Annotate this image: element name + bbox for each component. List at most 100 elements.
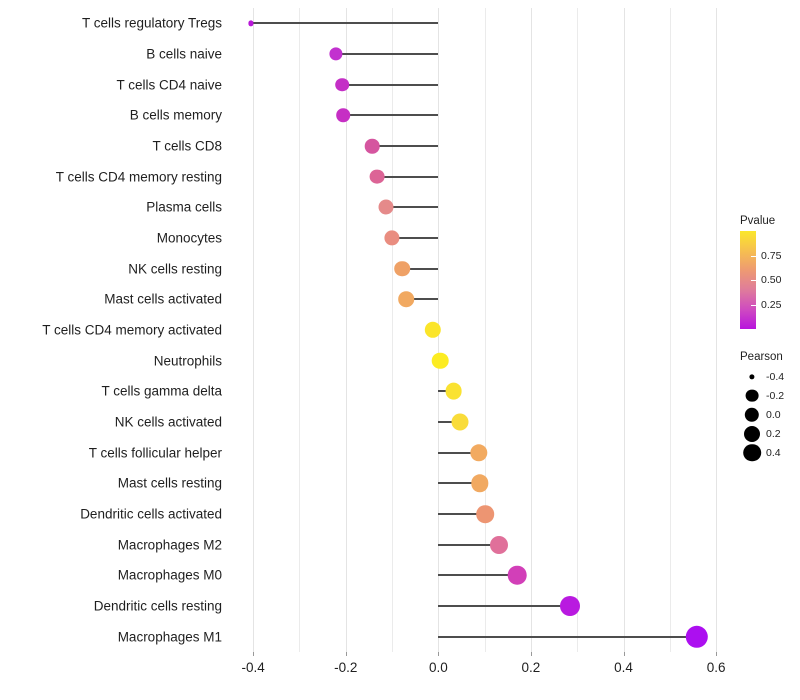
lollipop-dot[interactable] <box>560 596 581 616</box>
legend-area: Pvalue 0.75 0.50 0.25 Pearson -0.4 -0.2 0.0 0… <box>740 215 800 465</box>
lollipop-stem <box>372 145 439 147</box>
y-axis-tick-label: B cells memory <box>129 107 222 123</box>
y-axis-tick-label: Dendritic cells activated <box>80 506 222 522</box>
y-axis-tick-label: Mast cells resting <box>117 475 222 491</box>
lollipop-dot[interactable] <box>369 169 385 185</box>
lollipop-dot[interactable] <box>394 260 411 277</box>
gridline-minor <box>669 8 671 652</box>
y-axis-tick-label: T cells regulatory Tregs <box>81 15 222 31</box>
y-axis-tick-label: T cells CD4 memory resting <box>55 169 222 185</box>
pearson-legend-title: Pearson <box>740 351 783 363</box>
y-axis-tick-label: Plasma cells <box>146 199 222 215</box>
lollipop-stem <box>438 543 499 546</box>
colorbar-tick-mark <box>751 255 756 257</box>
lollipop-stem <box>250 22 439 25</box>
y-axis-tick-label: Mast cells activated <box>104 291 222 307</box>
y-axis-tick-label: T cells gamma delta <box>101 383 222 399</box>
gridline-minor <box>299 8 301 652</box>
x-axis-tick-label: 0.0 <box>428 660 448 675</box>
y-axis-tick-label: T cells CD4 naive <box>116 77 222 93</box>
lollipop-dot[interactable] <box>364 138 380 154</box>
lollipop-dot[interactable] <box>470 474 489 493</box>
pearson-legend-dot <box>743 443 761 462</box>
y-axis-tick-label: Monocytes <box>156 230 222 246</box>
pearson-legend-row: 0.4 <box>740 443 800 462</box>
lollipop-stem <box>402 267 439 270</box>
lollipop-dot[interactable] <box>398 291 414 308</box>
lollipop-stem <box>438 605 571 607</box>
pearson-legend-label: 0.4 <box>766 446 781 459</box>
colorbar-tick-label: 0.25 <box>761 298 782 311</box>
lollipop-stem <box>438 574 518 577</box>
pearson-legend-label: -0.2 <box>766 389 785 402</box>
lollipop-dot[interactable] <box>685 625 708 648</box>
pvalue-colorbar: 0.75 0.50 0.25 <box>740 231 796 329</box>
gridline-minor <box>392 8 394 652</box>
lollipop-stem <box>377 175 439 178</box>
y-axis-tick-label: T cells CD8 <box>152 138 222 154</box>
x-axis-tick-mark <box>253 652 255 656</box>
y-axis-tick-label: Macrophages M0 <box>117 567 222 583</box>
lollipop-dot[interactable] <box>431 352 449 369</box>
colorbar-tick-label: 0.75 <box>761 249 782 262</box>
x-axis-tick-label: 0.2 <box>521 660 541 675</box>
pearson-size-legend: Pearson -0.4 -0.2 0.0 0.2 0.4 <box>740 351 800 462</box>
y-axis-tick-label: T cells CD4 memory activated <box>42 322 222 338</box>
lollipop-stem <box>438 421 460 423</box>
y-axis-tick-label: Neutrophils <box>153 353 222 369</box>
x-axis-tick-mark <box>623 652 625 656</box>
gridline-minor <box>577 8 579 652</box>
lollipop-dot[interactable] <box>476 505 494 523</box>
x-axis-tick-label: 0.4 <box>614 660 633 675</box>
lollipop-stem <box>386 206 439 209</box>
y-axis-tick-label: Macrophages M2 <box>117 537 222 553</box>
gridline-minor <box>484 8 486 652</box>
plot-area <box>230 8 730 652</box>
lollipop-dot[interactable] <box>470 443 488 462</box>
pearson-legend-rows: -0.4 -0.2 0.0 0.2 0.4 <box>740 367 800 462</box>
y-axis-tick-label: Macrophages M1 <box>117 629 222 645</box>
lollipop-dot[interactable] <box>489 535 508 554</box>
y-axis-tick-label: NK cells resting <box>128 261 222 277</box>
lollipop-stem <box>335 53 439 55</box>
pvalue-legend-title: Pvalue <box>740 215 776 227</box>
lollipop-stem <box>438 482 480 485</box>
lollipop-stem <box>438 635 697 638</box>
lollipop-stem <box>343 114 439 117</box>
lollipop-dot[interactable] <box>445 382 463 400</box>
y-axis-tick-label: T cells follicular helper <box>88 445 222 461</box>
x-axis-tick-label: -0.2 <box>334 660 358 675</box>
lollipop-dot[interactable] <box>451 413 469 431</box>
lollipop-dot[interactable] <box>507 566 527 585</box>
lollipop-dot[interactable] <box>335 77 349 92</box>
pearson-legend-label: -0.4 <box>766 370 785 383</box>
lollipop-dot[interactable] <box>378 199 394 215</box>
lollipop-dot[interactable] <box>383 230 400 246</box>
colorbar-tick-mark <box>751 280 756 281</box>
lollipop-stem <box>438 451 480 454</box>
x-axis-tick-mark <box>345 652 347 656</box>
x-axis: -0.4 -0.2 0.0 0.2 0.4 0.6 <box>230 652 730 682</box>
lollipop-stem <box>391 237 439 239</box>
colorbar-tick-label: 0.50 <box>761 274 782 286</box>
lollipop-dot[interactable] <box>336 108 351 123</box>
lollipop-stem <box>342 83 439 86</box>
y-axis-labels: T cells regulatory Tregs B cells naive T c… <box>0 8 222 652</box>
colorbar-tick-mark <box>751 304 756 306</box>
lollipop-dot[interactable] <box>328 47 343 61</box>
pearson-legend-dot <box>749 373 755 380</box>
lollipop-dot[interactable] <box>248 20 254 26</box>
x-axis-tick-mark <box>438 652 440 656</box>
gridline-major <box>623 8 625 652</box>
pearson-legend-dot <box>744 425 760 442</box>
y-axis-tick-label: Dendritic cells resting <box>93 598 222 614</box>
x-axis-tick-label: -0.4 <box>241 660 265 675</box>
pearson-legend-dot <box>745 389 759 402</box>
x-axis-tick-mark <box>530 652 532 656</box>
gridline-major <box>530 8 532 652</box>
pearson-legend-row: 0.2 <box>740 424 800 443</box>
pearson-legend-row: -0.2 <box>740 386 800 405</box>
lollipop-dot[interactable] <box>424 321 441 339</box>
lollipop-stem <box>438 513 486 515</box>
